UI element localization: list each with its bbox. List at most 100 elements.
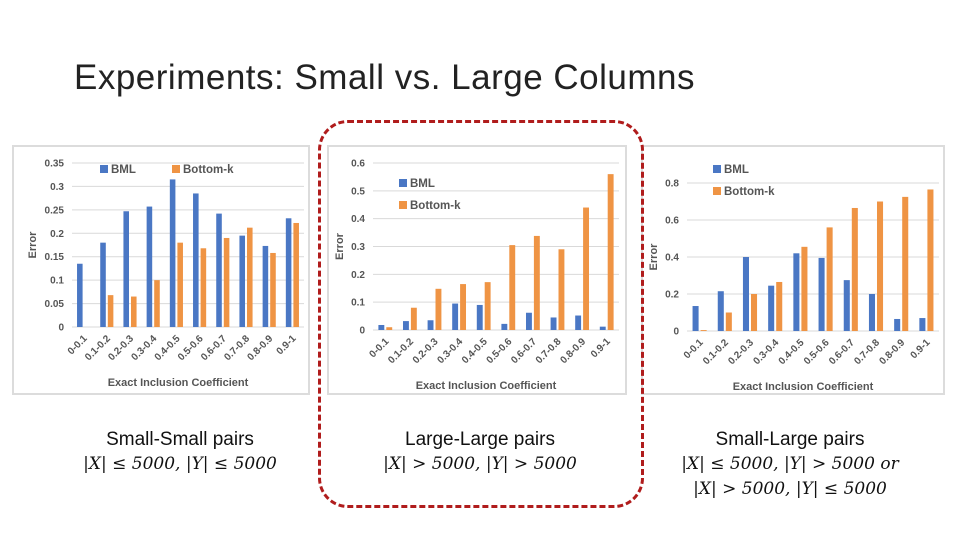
legend-swatch xyxy=(713,187,721,195)
y-axis-label: Error xyxy=(27,231,39,259)
y-tick-label: 0 xyxy=(58,323,64,334)
x-axis-label: Exact Inclusion Coefficient xyxy=(416,380,557,392)
y-tick-label: 0.2 xyxy=(50,229,64,240)
bar-bml-6 xyxy=(216,213,222,327)
bar-bml-1 xyxy=(717,291,724,331)
legend-swatch xyxy=(172,165,180,173)
caption-small-large: Small-Large pairs |X| ≤ 5000, |Y| > 5000… xyxy=(650,427,930,502)
bar-bottomk-4 xyxy=(801,246,808,331)
x-tick-label: 0.7-0.8 xyxy=(852,337,882,367)
bar-bml-6 xyxy=(525,312,532,330)
bar-bottomk-6 xyxy=(533,235,540,330)
bar-bml-0 xyxy=(692,306,699,331)
bar-bottomk-8 xyxy=(583,207,590,330)
bar-bottomk-3 xyxy=(154,280,160,327)
caption-condition: |X| > 5000, |Y| > 5000 xyxy=(383,454,577,474)
caption-small-small: Small-Small pairs |X| ≤ 5000, |Y| ≤ 5000 xyxy=(40,427,320,477)
x-tick-label: 0.3-0.4 xyxy=(752,337,782,367)
y-axis-label: Error xyxy=(648,243,660,271)
bar-bottomk-3 xyxy=(776,281,783,331)
bar-bottomk-7 xyxy=(558,249,565,330)
bar-bml-0 xyxy=(77,263,83,327)
legend-swatch xyxy=(399,179,407,187)
y-tick-label: 0.2 xyxy=(351,270,365,281)
legend-swatch xyxy=(713,165,721,173)
bar-bottomk-9 xyxy=(293,222,299,327)
bar-bml-8 xyxy=(894,318,901,331)
bar-bottomk-2 xyxy=(131,296,137,327)
y-tick-label: 0.6 xyxy=(351,159,365,170)
x-tick-label: 0.8-0.9 xyxy=(878,337,908,367)
bar-bml-4 xyxy=(169,179,176,327)
bar-bml-1 xyxy=(402,321,409,330)
bar-bml-2 xyxy=(742,257,749,331)
y-tick-label: 0.6 xyxy=(665,216,679,227)
y-axis-label: Error xyxy=(334,232,346,260)
y-tick-label: 0.5 xyxy=(351,186,365,197)
y-tick-label: 0.3 xyxy=(351,242,365,253)
bar-bottomk-2 xyxy=(751,294,758,331)
legend-swatch xyxy=(399,201,407,209)
bar-bml-6 xyxy=(843,280,850,331)
bar-bml-3 xyxy=(146,206,153,327)
bar-bml-9 xyxy=(285,218,292,327)
bar-bottomk-4 xyxy=(484,282,491,330)
bar-bottomk-7 xyxy=(247,227,253,327)
bar-bml-8 xyxy=(262,245,269,327)
legend-label: BML xyxy=(111,164,136,176)
y-tick-label: 0.1 xyxy=(351,298,365,309)
bar-bml-3 xyxy=(452,303,459,330)
y-tick-label: 0.35 xyxy=(45,159,65,170)
bar-bottomk-5 xyxy=(200,248,207,327)
legend-swatch xyxy=(100,165,108,173)
legend-label: Bottom-k xyxy=(410,200,461,212)
bar-bottomk-8 xyxy=(902,196,909,331)
caption-title: Large-Large pairs xyxy=(405,429,555,450)
bar-bml-2 xyxy=(427,320,434,330)
y-tick-label: 0.4 xyxy=(665,253,679,264)
highlight-dashed-frame xyxy=(318,120,644,508)
chart-large-large: 00.10.20.30.40.50.6Error0-0.10.1-0.20.2-… xyxy=(334,159,619,392)
bar-bml-9 xyxy=(599,326,606,330)
x-tick-label: 0.2-0.3 xyxy=(726,337,756,367)
caption-title: Small-Large pairs xyxy=(715,429,865,450)
legend-label: Bottom-k xyxy=(724,186,775,198)
caption-title: Small-Small pairs xyxy=(106,429,254,450)
caption-condition: |X| ≤ 5000, |Y| > 5000 or xyxy=(681,454,899,474)
bar-bottomk-5 xyxy=(509,245,516,330)
chart-panel-large-large: 0 0.1 0.2 0.3 0.4 0.5 0.6 Error 0-0.1 0.1-0.2 0.2-… xyxy=(327,145,627,395)
slide-title: Experiments: Small vs. Large Columns xyxy=(74,58,695,97)
bar-bml-5 xyxy=(501,323,508,330)
caption-condition: |X| ≤ 5000, |Y| ≤ 5000 xyxy=(83,454,277,474)
y-tick-label: 0 xyxy=(359,326,365,337)
x-tick-label: 0.9-1 xyxy=(275,333,299,357)
y-tick-label: 0.3 xyxy=(50,182,64,193)
y-tick-label: 0.4 xyxy=(351,214,365,225)
chart-panel-small-large: 0 0.2 0.4 0.6 0.8 Error 0-0.1 0.1-0.2 0.2-0.3 0.3… xyxy=(641,145,945,395)
bar-bml-7 xyxy=(550,317,557,330)
bar-bottomk-1 xyxy=(107,295,114,327)
bar-bml-5 xyxy=(193,193,199,327)
chart-small-large: 00.20.40.60.8Error0-0.10.1-0.20.2-0.30.3… xyxy=(648,164,939,393)
y-tick-label: 0.2 xyxy=(665,290,679,301)
bar-bml-3 xyxy=(768,285,775,331)
bar-bottomk-9 xyxy=(927,189,934,331)
bar-bottomk-1 xyxy=(410,307,417,330)
bar-bottomk-7 xyxy=(877,201,884,331)
chart-small-small: 00.050.10.150.20.250.30.35Error0-0.10.1-… xyxy=(27,159,304,389)
legend-label: BML xyxy=(724,164,749,176)
legend-label: BML xyxy=(410,178,435,190)
bar-bottomk-1 xyxy=(725,312,732,331)
bar-bml-0 xyxy=(378,324,385,330)
bar-bottomk-0 xyxy=(386,327,393,330)
chart-panel-small-small: 0 0.05 0.1 0.15 0.2 0.25 0.3 0.35 Error 0-0.1 0.1-… xyxy=(12,145,310,395)
x-tick-label: 0.9-1 xyxy=(909,337,933,361)
y-tick-label: 0.15 xyxy=(45,252,65,263)
x-tick-label: 0.1-0.2 xyxy=(701,337,731,367)
bar-bml-7 xyxy=(868,294,875,331)
y-tick-label: 0.1 xyxy=(50,276,64,287)
bar-bml-8 xyxy=(575,315,582,330)
bar-bml-2 xyxy=(123,211,129,327)
bar-bml-5 xyxy=(818,257,825,331)
bar-bottomk-2 xyxy=(435,288,442,330)
